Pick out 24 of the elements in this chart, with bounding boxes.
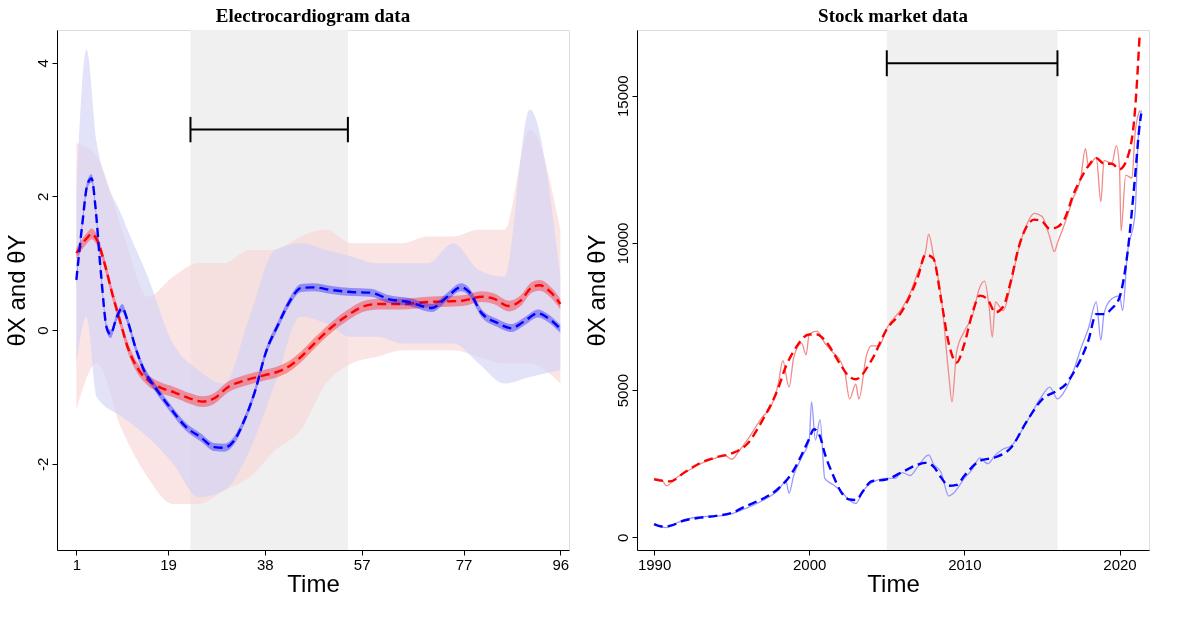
x-tick-label: 2020 bbox=[1103, 555, 1137, 573]
x-tick-label: 38 bbox=[257, 555, 274, 573]
y-tick-label: 0 bbox=[33, 326, 51, 335]
x-tick-label: 96 bbox=[552, 555, 570, 573]
chart-title: Electrocardiogram data bbox=[215, 5, 411, 26]
y-tick-label: 2 bbox=[33, 192, 51, 202]
x-tick-label: 57 bbox=[353, 555, 371, 573]
y-tick-label: 15000 bbox=[613, 75, 631, 118]
y-tick-label: 4 bbox=[33, 59, 51, 68]
y-tick-label: 10000 bbox=[613, 222, 631, 265]
x-axis-title: Time bbox=[287, 569, 340, 597]
y-tick-label: -2 bbox=[33, 457, 51, 471]
x-tick-label: 2010 bbox=[948, 555, 982, 573]
y-tick-label: 5000 bbox=[613, 373, 631, 408]
y-axis-title: θX and θY bbox=[2, 234, 30, 347]
x-tick-label: 2000 bbox=[793, 555, 827, 573]
x-axis-title: Time bbox=[867, 569, 920, 597]
x-tick-label: 1990 bbox=[637, 555, 672, 573]
x-tick-label: 1 bbox=[72, 555, 82, 573]
x-tick-label: 19 bbox=[160, 555, 177, 573]
y-tick-label: 0 bbox=[613, 533, 631, 543]
chart-title: Stock market data bbox=[818, 5, 969, 26]
x-tick-label: 77 bbox=[455, 555, 473, 573]
y-axis-title: θX and θY bbox=[582, 234, 610, 347]
